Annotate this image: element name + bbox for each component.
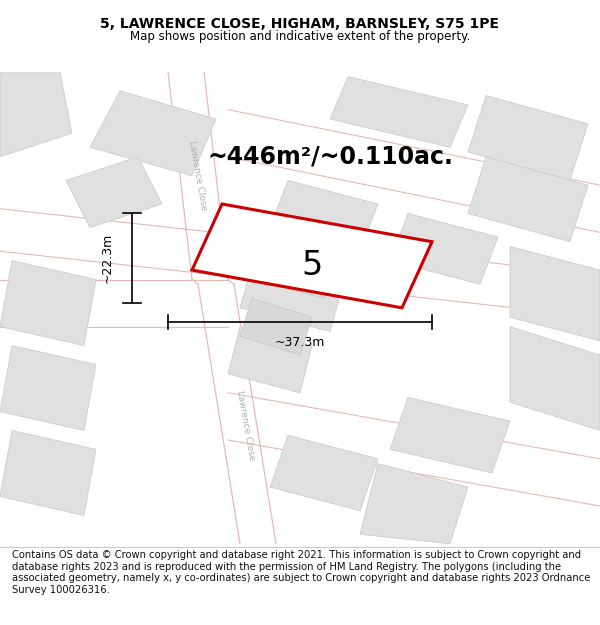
Text: ~22.3m: ~22.3m	[101, 233, 114, 283]
Polygon shape	[270, 435, 378, 511]
Polygon shape	[468, 96, 588, 181]
Text: Map shows position and indicative extent of the property.: Map shows position and indicative extent…	[130, 30, 470, 43]
Polygon shape	[90, 91, 216, 176]
Polygon shape	[192, 204, 432, 308]
Text: Lawrence Close: Lawrence Close	[235, 390, 257, 461]
Text: ~37.3m: ~37.3m	[275, 336, 325, 349]
Polygon shape	[510, 327, 600, 431]
Polygon shape	[270, 181, 378, 251]
Polygon shape	[468, 157, 588, 242]
Polygon shape	[66, 157, 162, 228]
Text: 5: 5	[301, 249, 323, 282]
Text: ~446m²/~0.110ac.: ~446m²/~0.110ac.	[207, 145, 453, 169]
Polygon shape	[0, 431, 96, 516]
Polygon shape	[360, 464, 468, 544]
Text: Contains OS data © Crown copyright and database right 2021. This information is : Contains OS data © Crown copyright and d…	[12, 550, 590, 595]
Polygon shape	[168, 72, 228, 279]
Polygon shape	[390, 398, 510, 473]
Polygon shape	[252, 242, 336, 298]
Polygon shape	[228, 327, 312, 392]
Polygon shape	[330, 77, 468, 148]
Text: 5, LAWRENCE CLOSE, HIGHAM, BARNSLEY, S75 1PE: 5, LAWRENCE CLOSE, HIGHAM, BARNSLEY, S75…	[101, 18, 499, 31]
Polygon shape	[198, 284, 276, 544]
Polygon shape	[240, 298, 312, 355]
Polygon shape	[0, 346, 96, 431]
Polygon shape	[240, 266, 342, 331]
Polygon shape	[0, 261, 96, 346]
Polygon shape	[0, 72, 72, 157]
Polygon shape	[510, 246, 600, 341]
Text: Lawrence Close: Lawrence Close	[187, 140, 209, 211]
Polygon shape	[390, 213, 498, 284]
